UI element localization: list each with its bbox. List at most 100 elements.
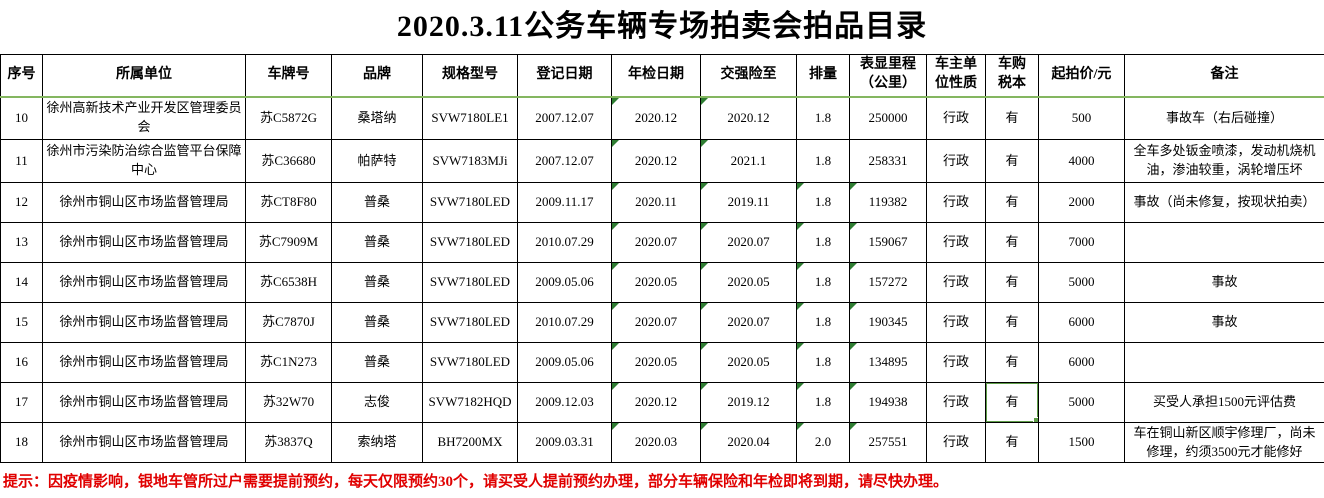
cell-plate-number[interactable]: 苏3837Q bbox=[245, 422, 332, 463]
cell-start-price[interactable]: 1500 bbox=[1038, 422, 1125, 463]
cell-mileage[interactable]: 119382 bbox=[849, 182, 927, 223]
column-header-serial[interactable]: 序号 bbox=[0, 54, 43, 97]
cell-serial[interactable]: 13 bbox=[0, 222, 43, 263]
cell-mileage[interactable]: 194938 bbox=[849, 382, 927, 423]
cell-serial[interactable]: 17 bbox=[0, 382, 43, 423]
cell-insurance-date[interactable]: 2019.11 bbox=[700, 182, 797, 223]
cell-register-date[interactable]: 2010.07.29 bbox=[517, 302, 612, 343]
cell-start-price[interactable]: 7000 bbox=[1038, 222, 1125, 263]
cell-insurance-date[interactable]: 2021.1 bbox=[700, 139, 797, 183]
cell-inspection-date[interactable]: 2020.05 bbox=[611, 342, 701, 383]
cell-inspection-date[interactable]: 2020.05 bbox=[611, 262, 701, 303]
cell-displacement[interactable]: 1.8 bbox=[796, 342, 850, 383]
cell-model[interactable]: SVW7180LED bbox=[422, 222, 518, 263]
cell-remark[interactable]: 事故 bbox=[1124, 262, 1324, 303]
cell-owner-unit[interactable]: 徐州市铜山区市场监督管理局 bbox=[42, 422, 246, 463]
cell-inspection-date[interactable]: 2020.07 bbox=[611, 302, 701, 343]
cell-displacement[interactable]: 1.8 bbox=[796, 222, 850, 263]
column-header-inspection-date[interactable]: 年检日期 bbox=[611, 54, 701, 97]
cell-brand[interactable]: 普桑 bbox=[331, 182, 423, 223]
cell-owner-nature[interactable]: 行政 bbox=[926, 302, 986, 343]
cell-brand[interactable]: 索纳塔 bbox=[331, 422, 423, 463]
column-header-owner-nature[interactable]: 车主单 位性质 bbox=[926, 54, 986, 97]
cell-serial[interactable]: 10 bbox=[0, 95, 43, 140]
cell-remark[interactable]: 事故（尚未修复，按现状拍卖） bbox=[1124, 182, 1324, 223]
cell-remark[interactable]: 事故 bbox=[1124, 302, 1324, 343]
cell-owner-nature[interactable]: 行政 bbox=[926, 422, 986, 463]
cell-tax-book[interactable]: 有 bbox=[985, 382, 1039, 423]
cell-register-date[interactable]: 2007.12.07 bbox=[517, 139, 612, 183]
cell-start-price[interactable]: 4000 bbox=[1038, 139, 1125, 183]
cell-model[interactable]: SVW7180LE1 bbox=[422, 95, 518, 140]
cell-remark[interactable] bbox=[1124, 342, 1324, 383]
cell-owner-nature[interactable]: 行政 bbox=[926, 382, 986, 423]
cell-displacement[interactable]: 1.8 bbox=[796, 182, 850, 223]
cell-tax-book[interactable]: 有 bbox=[985, 342, 1039, 383]
cell-mileage[interactable]: 258331 bbox=[849, 139, 927, 183]
cell-start-price[interactable]: 6000 bbox=[1038, 342, 1125, 383]
cell-register-date[interactable]: 2009.11.17 bbox=[517, 182, 612, 223]
cell-displacement[interactable]: 1.8 bbox=[796, 382, 850, 423]
cell-serial[interactable]: 16 bbox=[0, 342, 43, 383]
cell-brand[interactable]: 普桑 bbox=[331, 262, 423, 303]
cell-tax-book[interactable]: 有 bbox=[985, 422, 1039, 463]
cell-owner-unit[interactable]: 徐州高新技术产业开发区管理委员会 bbox=[42, 95, 246, 140]
cell-tax-book[interactable]: 有 bbox=[985, 182, 1039, 223]
cell-mileage[interactable]: 159067 bbox=[849, 222, 927, 263]
cell-insurance-date[interactable]: 2020.07 bbox=[700, 222, 797, 263]
cell-start-price[interactable]: 5000 bbox=[1038, 262, 1125, 303]
cell-model[interactable]: SVW7180LED bbox=[422, 182, 518, 223]
cell-register-date[interactable]: 2009.03.31 bbox=[517, 422, 612, 463]
cell-plate-number[interactable]: 苏C1N273 bbox=[245, 342, 332, 383]
cell-owner-nature[interactable]: 行政 bbox=[926, 262, 986, 303]
cell-brand[interactable]: 普桑 bbox=[331, 222, 423, 263]
column-header-insurance-date[interactable]: 交强险至 bbox=[700, 54, 797, 97]
cell-remark[interactable]: 事故车（右后碰撞） bbox=[1124, 95, 1324, 140]
cell-remark[interactable] bbox=[1124, 222, 1324, 263]
cell-serial[interactable]: 15 bbox=[0, 302, 43, 343]
cell-serial[interactable]: 12 bbox=[0, 182, 43, 223]
cell-owner-unit[interactable]: 徐州市铜山区市场监督管理局 bbox=[42, 222, 246, 263]
cell-owner-nature[interactable]: 行政 bbox=[926, 95, 986, 140]
cell-plate-number[interactable]: 苏C36680 bbox=[245, 139, 332, 183]
cell-model[interactable]: BH7200MX bbox=[422, 422, 518, 463]
cell-remark[interactable]: 买受人承担1500元评估费 bbox=[1124, 382, 1324, 423]
cell-mileage[interactable]: 250000 bbox=[849, 95, 927, 140]
cell-owner-unit[interactable]: 徐州市污染防治综合监管平台保障中心 bbox=[42, 139, 246, 183]
column-header-start-price[interactable]: 起拍价/元 bbox=[1038, 54, 1125, 97]
cell-inspection-date[interactable]: 2020.12 bbox=[611, 95, 701, 140]
column-header-model[interactable]: 规格型号 bbox=[422, 54, 518, 97]
cell-tax-book[interactable]: 有 bbox=[985, 95, 1039, 140]
cell-displacement[interactable]: 1.8 bbox=[796, 262, 850, 303]
cell-plate-number[interactable]: 苏C5872G bbox=[245, 95, 332, 140]
cell-owner-unit[interactable]: 徐州市铜山区市场监督管理局 bbox=[42, 262, 246, 303]
cell-serial[interactable]: 18 bbox=[0, 422, 43, 463]
column-header-owner-unit[interactable]: 所属单位 bbox=[42, 54, 246, 97]
cell-register-date[interactable]: 2009.12.03 bbox=[517, 382, 612, 423]
cell-tax-book[interactable]: 有 bbox=[985, 302, 1039, 343]
column-header-remark[interactable]: 备注 bbox=[1124, 54, 1324, 97]
cell-tax-book[interactable]: 有 bbox=[985, 139, 1039, 183]
cell-insurance-date[interactable]: 2019.12 bbox=[700, 382, 797, 423]
cell-model[interactable]: SVW7183MJi bbox=[422, 139, 518, 183]
cell-mileage[interactable]: 157272 bbox=[849, 262, 927, 303]
cell-start-price[interactable]: 500 bbox=[1038, 95, 1125, 140]
cell-start-price[interactable]: 6000 bbox=[1038, 302, 1125, 343]
cell-inspection-date[interactable]: 2020.12 bbox=[611, 139, 701, 183]
cell-tax-book[interactable]: 有 bbox=[985, 222, 1039, 263]
cell-insurance-date[interactable]: 2020.04 bbox=[700, 422, 797, 463]
cell-inspection-date[interactable]: 2020.03 bbox=[611, 422, 701, 463]
cell-serial[interactable]: 11 bbox=[0, 139, 43, 183]
cell-owner-nature[interactable]: 行政 bbox=[926, 139, 986, 183]
cell-inspection-date[interactable]: 2020.11 bbox=[611, 182, 701, 223]
cell-owner-nature[interactable]: 行政 bbox=[926, 342, 986, 383]
cell-displacement[interactable]: 2.0 bbox=[796, 422, 850, 463]
cell-start-price[interactable]: 2000 bbox=[1038, 182, 1125, 223]
cell-start-price[interactable]: 5000 bbox=[1038, 382, 1125, 423]
cell-mileage[interactable]: 190345 bbox=[849, 302, 927, 343]
cell-register-date[interactable]: 2009.05.06 bbox=[517, 342, 612, 383]
cell-brand[interactable]: 普桑 bbox=[331, 302, 423, 343]
column-header-brand[interactable]: 品牌 bbox=[331, 54, 423, 97]
cell-serial[interactable]: 14 bbox=[0, 262, 43, 303]
column-header-tax-book[interactable]: 车购 税本 bbox=[985, 54, 1039, 97]
